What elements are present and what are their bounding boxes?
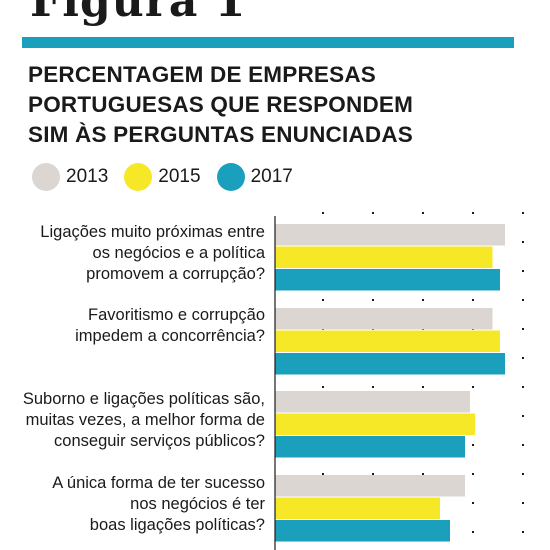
category-label-line: os negócios e a política [92,244,265,262]
category-label-line: boas ligações políticas? [89,516,265,534]
bar-2013-2 [275,308,493,330]
legend-swatch [216,163,245,191]
category-label-line: impedem a concorrência? [75,327,265,345]
legend: 2013 2015 2017 [32,160,309,194]
legend-swatch [32,163,60,191]
bar-2013-3 [275,391,470,413]
bar-2013-4 [275,475,465,497]
bar-2015-2 [275,330,500,352]
category-label: Favoritismo e corrupção impedem a concorr… [75,305,265,347]
bar-2017-4 [275,520,450,542]
title-rule [22,37,514,48]
legend-item-2013: 2013 [32,163,108,191]
bar-2017-2 [275,353,505,375]
category-label-line: conseguir serviços públicos? [54,432,265,450]
category-label-line: Favoritismo e corrupção [88,306,265,324]
chart-title-line: PERCENTAGEM DE EMPRESAS [28,62,376,87]
legend-item-2017: 2017 [216,163,293,191]
category-label-line: promovem a corrupção? [86,265,265,283]
legend-label: 2015 [158,166,201,187]
category-label-line: Ligações muito próximas entre [40,223,265,241]
legend-swatch [124,163,153,191]
bar-2015-3 [275,413,475,435]
category-label: A única forma de ter sucesso nos negócios… [52,473,265,536]
category-label-line: muitas vezes, a melhor forma de [25,411,265,429]
category-label: Suborno e ligações políticas são, muitas … [23,389,265,452]
bar-2017-1 [275,269,500,291]
category-label-line: nos negócios é ter [130,495,265,513]
legend-item-2015: 2015 [124,163,201,191]
chart-title: PERCENTAGEM DE EMPRESAS PORTUGUESAS QUE … [28,60,528,150]
category-label-line: A única forma de ter sucesso [52,474,265,492]
legend-label: 2017 [250,166,293,187]
chart-title-line: SIM ÀS PERGUNTAS ENUNCIADAS [28,122,414,147]
bar-2015-1 [275,246,493,268]
chart-title-line: PORTUGUESAS QUE RESPONDEM [28,92,414,117]
bar-2015-4 [275,497,440,519]
bar-2013-1 [275,224,505,246]
category-label-line: Suborno e ligações políticas são, [22,390,265,408]
legend-label: 2013 [66,166,109,187]
bar-2017-3 [275,436,465,458]
figure-title: Figura 1 [30,0,247,27]
category-label: Ligações muito próximas entre os negócios… [40,222,265,285]
